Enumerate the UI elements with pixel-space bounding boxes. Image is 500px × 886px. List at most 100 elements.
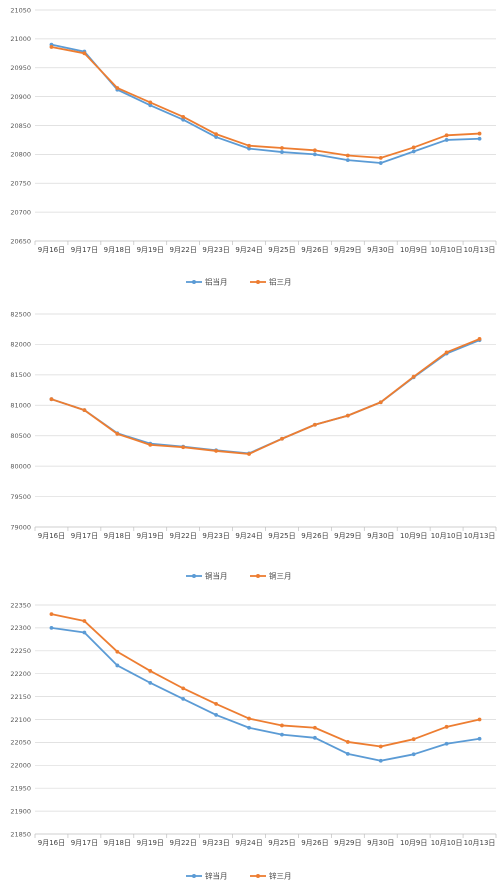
- legend-marker-2: [256, 574, 260, 578]
- y-tick-label: 22250: [10, 647, 31, 655]
- data-point: [444, 133, 449, 138]
- data-point: [312, 735, 317, 740]
- x-tick-label: 10月9日: [400, 532, 427, 540]
- data-point: [477, 131, 482, 136]
- data-point: [378, 758, 383, 763]
- data-point: [115, 649, 120, 654]
- data-point: [247, 146, 251, 151]
- x-tick-label: 9月22日: [169, 532, 196, 540]
- x-tick-label: 9月29日: [334, 839, 361, 847]
- y-tick-label: 82500: [10, 310, 31, 318]
- x-tick-label: 9月25日: [268, 532, 295, 540]
- x-tick-label: 9月19日: [137, 839, 164, 847]
- data-point: [181, 114, 186, 119]
- y-tick-label: 21950: [10, 785, 31, 793]
- x-tick-label: 10月10日: [431, 246, 463, 254]
- data-point: [411, 737, 416, 742]
- y-tick-label: 79000: [10, 523, 31, 531]
- data-point: [115, 431, 120, 436]
- x-tick-label: 9月22日: [169, 839, 196, 847]
- data-point: [148, 669, 153, 673]
- data-point: [82, 51, 87, 56]
- legend-marker-1: [192, 280, 196, 284]
- data-point: [82, 408, 87, 413]
- data-point: [181, 117, 186, 122]
- data-point: [411, 752, 416, 757]
- legend-label-2: 铜三月: [269, 571, 292, 581]
- data-point: [181, 686, 186, 691]
- data-point: [280, 150, 284, 154]
- data-point: [49, 626, 54, 630]
- y-tick-label: 22000: [10, 762, 31, 770]
- data-point: [345, 158, 350, 163]
- data-point: [444, 741, 449, 746]
- x-tick-label: 9月18日: [104, 246, 131, 254]
- x-tick-label: 9月17日: [71, 839, 98, 847]
- data-point: [280, 723, 284, 728]
- x-tick-label: 9月18日: [104, 532, 131, 540]
- data-point: [378, 155, 383, 160]
- x-tick-label: 9月23日: [202, 246, 229, 254]
- series-line-2: [51, 338, 480, 455]
- x-tick-label: 9月30日: [367, 246, 394, 254]
- y-tick-label: 22100: [10, 716, 31, 724]
- series-line-1: [51, 627, 480, 762]
- legend-label-1: 锌当月: [205, 871, 228, 881]
- data-point: [444, 724, 449, 729]
- x-tick-label: 9月17日: [71, 532, 98, 540]
- y-tick-label: 20900: [10, 93, 31, 101]
- chart-2: 79000 79500 80000 80500 81000 81500 82000 82500…: [10, 310, 497, 581]
- x-tick-label: 9月26日: [301, 839, 328, 847]
- data-point: [477, 736, 482, 741]
- y-tick-label: 20700: [10, 208, 31, 216]
- x-tick-label: 9月19日: [137, 246, 164, 254]
- x-tick-label: 10月13日: [464, 532, 496, 540]
- data-point: [378, 161, 383, 165]
- y-tick-label: 22300: [10, 624, 31, 632]
- x-tick-label: 9月23日: [202, 839, 229, 847]
- x-tick-label: 9月18日: [104, 839, 131, 847]
- x-tick-label: 10月9日: [400, 246, 427, 254]
- y-tick-label: 22350: [10, 601, 31, 609]
- data-point: [181, 445, 186, 450]
- data-point: [378, 400, 383, 405]
- x-tick-label: 9月25日: [268, 839, 295, 847]
- x-tick-label: 9月16日: [38, 246, 65, 254]
- data-point: [345, 153, 350, 158]
- x-tick-label: 9月19日: [137, 532, 164, 540]
- data-point: [280, 732, 284, 737]
- data-point: [312, 725, 317, 730]
- data-point: [312, 152, 317, 157]
- legend-marker-2: [256, 874, 260, 878]
- legend-label-1: 铝当月: [205, 277, 228, 287]
- y-tick-label: 79500: [10, 493, 31, 501]
- data-point: [148, 100, 153, 105]
- data-point: [148, 442, 153, 447]
- data-point: [49, 397, 54, 402]
- data-point: [82, 630, 87, 635]
- data-point: [280, 436, 284, 441]
- y-tick-label: 80500: [10, 432, 31, 440]
- x-tick-label: 9月29日: [334, 246, 361, 254]
- data-point: [214, 135, 219, 139]
- data-point: [214, 713, 219, 717]
- data-point: [280, 146, 284, 150]
- x-tick-label: 9月26日: [301, 532, 328, 540]
- x-tick-label: 10月10日: [431, 532, 463, 540]
- data-point: [444, 138, 449, 142]
- data-point: [312, 422, 317, 427]
- data-point: [411, 374, 416, 379]
- x-tick-label: 9月22日: [169, 246, 196, 254]
- data-point: [181, 696, 186, 701]
- x-tick-label: 10月13日: [464, 839, 496, 847]
- legend-label-1: 铜当月: [205, 571, 228, 581]
- legend-marker-1: [192, 574, 196, 578]
- x-tick-label: 9月30日: [367, 839, 394, 847]
- y-tick-label: 20650: [10, 237, 31, 245]
- data-point: [214, 132, 219, 137]
- data-point: [49, 612, 54, 617]
- data-point: [49, 45, 54, 49]
- y-tick-label: 21900: [10, 807, 31, 815]
- x-tick-label: 9月25日: [268, 246, 295, 254]
